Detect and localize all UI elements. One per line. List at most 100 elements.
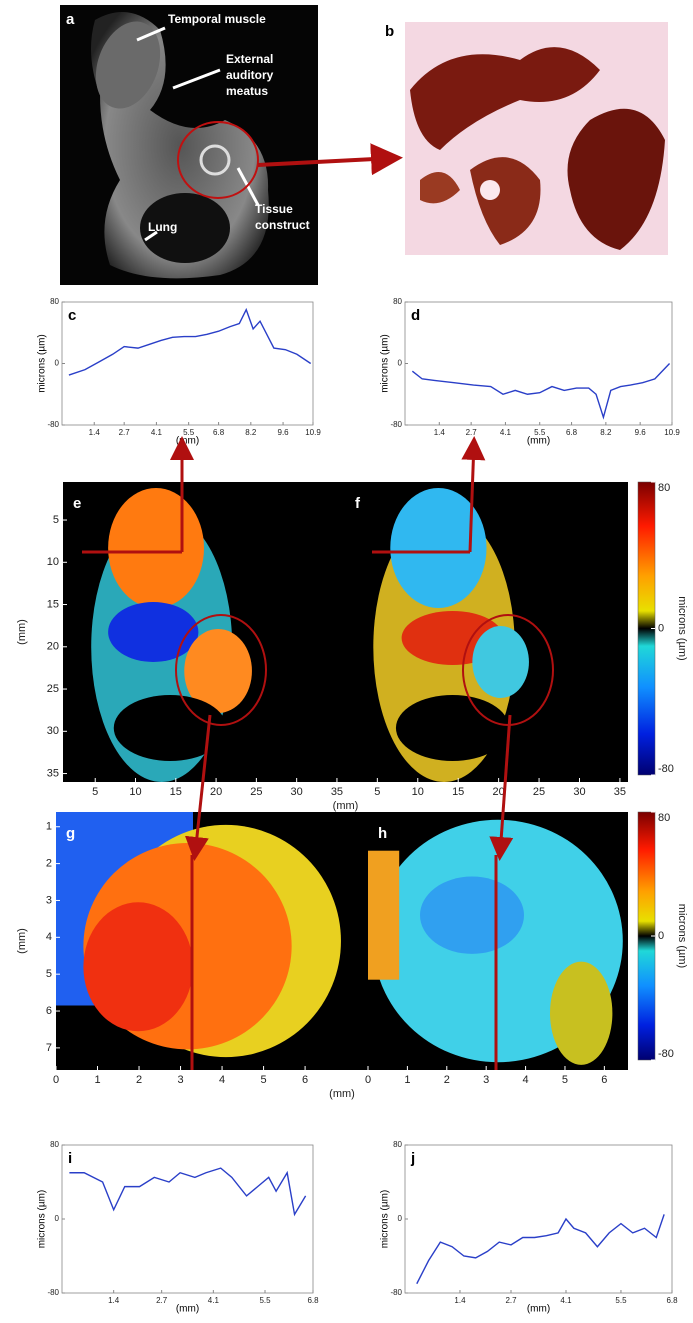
x-tick-label: 15 — [452, 786, 464, 798]
line-series — [68, 307, 312, 376]
x-tick-label: 1 — [404, 1074, 410, 1086]
y-tick-label: 0 — [398, 1214, 403, 1223]
x-tick-label: 25 — [533, 786, 545, 798]
y-tick-label: 0 — [55, 1214, 60, 1223]
colorbar-label: microns (µm) — [676, 904, 688, 968]
line-series — [411, 363, 671, 420]
x-tick-label: 2 — [136, 1074, 142, 1086]
y-tick-label: 10 — [47, 556, 59, 568]
y-tick-label: -80 — [47, 1288, 59, 1297]
x-tick-label: 1.4 — [434, 428, 446, 437]
x-tick-label: 3 — [483, 1074, 489, 1086]
x-tick-label: 0 — [53, 1074, 59, 1086]
x-tick-label: 6.8 — [213, 428, 225, 437]
x-tick-label: 9.6 — [278, 428, 290, 437]
x-tick-label: 1.4 — [454, 1296, 466, 1305]
x-tick-label: 9.6 — [635, 428, 647, 437]
map-region — [550, 961, 613, 1065]
y-axis-label: microns (µm) — [37, 334, 48, 393]
colorbar-tick-label: 0 — [658, 930, 664, 942]
y-axis-label: (mm) — [16, 619, 28, 645]
y-tick-label: 3 — [46, 894, 52, 906]
y-tick-label: -80 — [47, 420, 59, 429]
x-tick-label: 4.1 — [560, 1296, 572, 1305]
y-axis-label: microns (µm) — [37, 1190, 48, 1249]
y-tick-label: -80 — [390, 420, 402, 429]
x-tick-label: 30 — [291, 786, 303, 798]
panel-letter: i — [68, 1150, 72, 1167]
x-tick-label: 4.1 — [208, 1296, 220, 1305]
x-tick-label: 6 — [601, 1074, 607, 1086]
x-tick-label: 15 — [170, 786, 182, 798]
x-tick-label: 35 — [331, 786, 343, 798]
x-tick-label: 5 — [374, 786, 380, 798]
x-tick-label: 2.7 — [466, 428, 478, 437]
x-tick-label: 5 — [562, 1074, 568, 1086]
guide-overlays — [82, 436, 554, 1070]
x-tick-label: 4.1 — [151, 428, 163, 437]
panel-letter: c — [68, 307, 76, 324]
map-region — [390, 488, 487, 608]
panel-letter: b — [385, 23, 394, 40]
panel-letter: f — [355, 495, 361, 512]
x-axis-label: (mm) — [329, 1088, 355, 1100]
plot-frame — [61, 301, 314, 426]
colorbar-tick-label: 0 — [658, 622, 664, 634]
annotation: External auditory meatus — [226, 52, 274, 98]
x-tick-label: 8.2 — [600, 428, 612, 437]
x-tick-label: 30 — [573, 786, 585, 798]
y-tick-label: 35 — [47, 767, 59, 779]
annotation: Temporal muscle — [168, 12, 266, 26]
x-tick-label: 3 — [177, 1074, 183, 1086]
panel-letter: g — [66, 825, 75, 842]
colorbar-tick-label: 80 — [658, 482, 670, 494]
map-region — [108, 602, 199, 662]
line-series — [69, 1167, 307, 1217]
x-tick-label: 8.2 — [245, 428, 257, 437]
x-tick-label: 1.4 — [108, 1296, 120, 1305]
plot-frame — [404, 301, 673, 426]
x-tick-label: 20 — [493, 786, 505, 798]
plot-frame — [61, 1144, 314, 1294]
line-series — [416, 1214, 665, 1285]
x-tick-label: 10 — [129, 786, 141, 798]
x-axis-label: (mm) — [176, 436, 199, 447]
map-region — [184, 629, 252, 713]
colorbar-tick-label: 80 — [658, 812, 670, 824]
x-tick-label: 10.9 — [305, 428, 321, 437]
x-tick-label: 6.8 — [307, 1296, 319, 1305]
panel-letter: e — [73, 495, 81, 512]
x-tick-label: 5 — [92, 786, 98, 798]
y-tick-label: -80 — [390, 1288, 402, 1297]
panel-letter: d — [411, 307, 420, 324]
x-tick-label: 35 — [614, 786, 626, 798]
y-tick-label: 80 — [393, 1140, 402, 1149]
y-tick-label: 25 — [47, 683, 59, 695]
x-tick-label: 20 — [210, 786, 222, 798]
x-tick-label: 4 — [523, 1074, 529, 1086]
x-tick-label: 5 — [261, 1074, 267, 1086]
y-tick-label: 5 — [46, 968, 52, 980]
map-region — [420, 876, 524, 954]
arrow — [257, 143, 403, 176]
x-tick-label: 2.7 — [156, 1296, 168, 1305]
plot-frame — [404, 1144, 673, 1294]
x-tick-label: 25 — [250, 786, 262, 798]
x-tick-label: 4.1 — [500, 428, 512, 437]
y-tick-label: 2 — [46, 858, 52, 870]
y-tick-label: 80 — [50, 1140, 59, 1149]
y-tick-label: 0 — [398, 359, 403, 368]
y-tick-label: 5 — [53, 514, 59, 526]
x-tick-label: 6 — [302, 1074, 308, 1086]
y-tick-label: 20 — [47, 641, 59, 653]
x-tick-label: 0 — [365, 1074, 371, 1086]
y-tick-label: 6 — [46, 1005, 52, 1017]
map-region — [395, 695, 510, 761]
histology-image — [405, 22, 668, 255]
y-axis-label: microns (µm) — [380, 1190, 391, 1249]
map-region — [83, 902, 193, 1032]
colorbar-tick-label: -80 — [658, 1048, 674, 1060]
colorbar-tick-label: -80 — [658, 763, 674, 775]
y-tick-label: 15 — [47, 598, 59, 610]
annotation: Tissue construct — [255, 202, 310, 232]
